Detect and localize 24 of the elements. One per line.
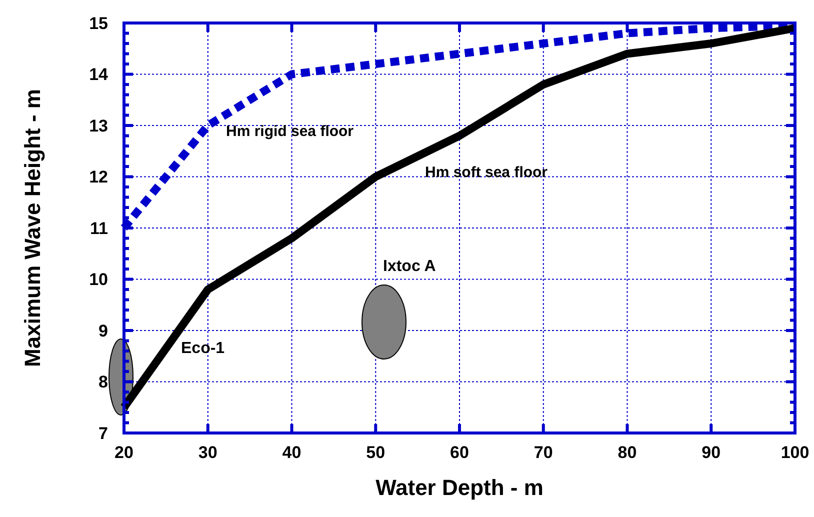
y-tick-label: 12 (89, 168, 108, 187)
y-axis-title: Maximum Wave Height - m (20, 89, 45, 367)
y-tick-label: 10 (89, 270, 108, 290)
x-tick-label: 60 (450, 443, 469, 462)
x-tick-label: 40 (282, 443, 302, 462)
x-tick-label: 100 (780, 443, 810, 462)
x-tick-label: 80 (618, 443, 637, 462)
y-tick-label: 11 (90, 218, 108, 238)
y-tick-label: 9 (98, 321, 108, 340)
annotation: Eco-1 (181, 340, 225, 357)
y-tick-label: 7 (98, 424, 108, 443)
y-tick-label: 8 (98, 372, 108, 392)
y-tick-label: 15 (89, 14, 108, 33)
x-tick-label: 30 (198, 443, 218, 462)
x-axis-title: Water Depth - m (376, 475, 544, 500)
x-tick-label: 50 (366, 443, 386, 462)
y-tick-label: 14 (89, 65, 109, 84)
x-tick-label: 70 (534, 443, 553, 462)
annotation: Ixtoc A (383, 258, 436, 275)
series-label: Hm rigid sea floor (226, 123, 354, 140)
x-tick-label: 20 (114, 443, 134, 462)
series-label: Hm soft sea floor (425, 164, 548, 181)
x-tick-label: 90 (702, 443, 721, 462)
y-tick-label: 13 (89, 116, 108, 136)
